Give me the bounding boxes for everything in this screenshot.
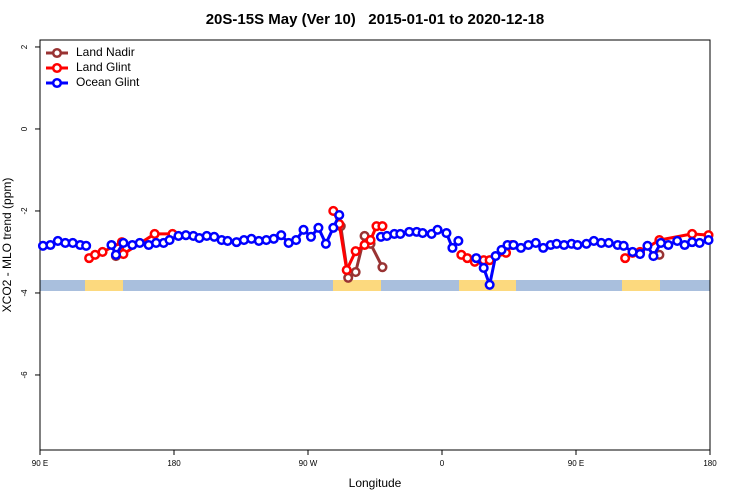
data-point [453, 235, 464, 246]
data-point [334, 210, 345, 221]
data-point [81, 240, 92, 251]
data-point [291, 235, 302, 246]
data-point [447, 242, 458, 253]
x-axis-label: Longitude [349, 476, 402, 490]
data-point [687, 228, 698, 239]
x-tick-label: 90 E [32, 459, 48, 468]
y-tick-label: -2 [20, 207, 29, 215]
data-point [496, 244, 507, 255]
y-tick-label: 2 [20, 44, 29, 49]
data-point [268, 233, 279, 244]
land-mask-strip [40, 280, 710, 291]
data-point [365, 235, 376, 246]
data-point [164, 235, 175, 246]
legend-label: Land Nadir [76, 45, 135, 59]
x-tick-label: 180 [703, 459, 717, 468]
data-point [694, 237, 705, 248]
data-point [222, 235, 233, 246]
data-point [478, 262, 489, 274]
data-point [320, 238, 331, 249]
data-point [441, 228, 452, 239]
legend-marker [51, 62, 63, 74]
data-point [110, 249, 121, 260]
data-point [620, 253, 631, 264]
data-point [663, 239, 674, 251]
data-point [313, 222, 324, 233]
data-point [634, 248, 646, 260]
data-point [341, 264, 352, 276]
data-point [97, 246, 108, 258]
legend-label: Ocean Glint [76, 75, 140, 89]
data-point [305, 231, 317, 242]
chart-title: 20S-15S May (Ver 10) 2015-01-01 to 2020-… [206, 11, 545, 28]
y-axis-label: XCO2 - MLO trend (ppm) [0, 178, 14, 313]
x-tick-label: 90 E [568, 459, 584, 468]
y-tick-label: -4 [20, 289, 29, 297]
data-point [672, 235, 683, 246]
data-point [618, 240, 629, 251]
data-point [432, 224, 443, 235]
x-tick-label: 90 W [299, 459, 318, 468]
data-point [118, 237, 129, 248]
legend-marker [51, 77, 63, 89]
x-tick-label: 180 [167, 459, 181, 468]
data-point [490, 251, 501, 262]
y-tick-label: -6 [20, 371, 29, 379]
data-point [572, 239, 583, 251]
data-point [703, 235, 714, 246]
data-point [471, 253, 482, 264]
legend-marker [51, 47, 63, 59]
data-point [648, 251, 659, 262]
data-point [484, 279, 495, 290]
data-point [350, 246, 361, 257]
data-point [328, 222, 339, 233]
data-point [106, 239, 117, 251]
data-point [603, 237, 614, 248]
data-point [350, 267, 361, 278]
data-point [359, 239, 370, 251]
x-tick-label: 0 [440, 459, 445, 468]
data-point [276, 230, 287, 241]
data-point [149, 228, 160, 239]
data-point [642, 240, 653, 251]
data-point [377, 221, 388, 232]
data-point [298, 224, 309, 235]
data-point [45, 239, 56, 251]
data-point [377, 262, 388, 273]
y-tick-label: 0 [20, 126, 29, 131]
data-point [530, 237, 541, 248]
data-point [395, 228, 406, 239]
data-point [462, 253, 473, 264]
legend-label: Land Glint [76, 60, 131, 74]
data-point [134, 237, 145, 248]
data-point [343, 272, 354, 283]
data-point [417, 228, 428, 239]
